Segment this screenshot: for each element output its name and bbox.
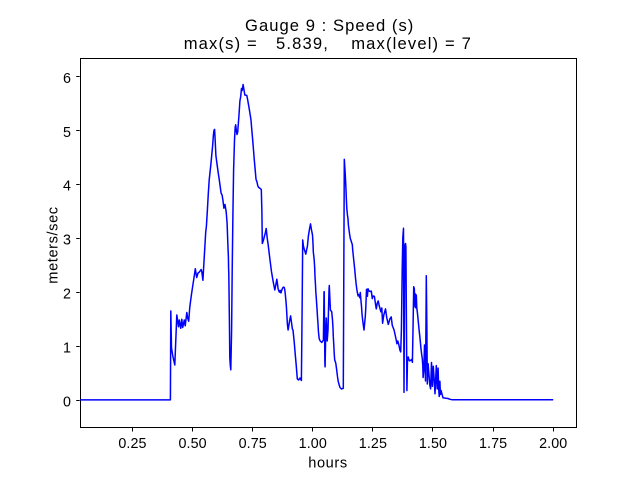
svg-text:1.75: 1.75 [479,436,507,452]
svg-text:meters/sec: meters/sec [45,206,61,283]
svg-text:0.75: 0.75 [239,436,267,452]
svg-text:2: 2 [63,287,71,303]
svg-text:0.25: 0.25 [118,436,146,452]
svg-text:5: 5 [63,125,71,141]
svg-text:0: 0 [63,394,71,410]
svg-text:hours: hours [308,455,348,471]
svg-text:2.00: 2.00 [539,436,567,452]
svg-text:4: 4 [63,179,71,195]
svg-text:1.00: 1.00 [299,436,327,452]
svg-text:6: 6 [63,71,71,87]
svg-text:max(level) = 7: max(level) = 7 [351,34,472,53]
svg-text:5.839,: 5.839, [276,34,329,53]
svg-text:0.50: 0.50 [178,436,206,452]
svg-text:3: 3 [63,233,71,249]
svg-text:max(s) =: max(s) = [184,34,258,53]
svg-text:1.50: 1.50 [419,436,447,452]
svg-text:1.25: 1.25 [359,436,387,452]
svg-text:1: 1 [63,340,71,356]
svg-text:Gauge 9 : Speed (s): Gauge 9 : Speed (s) [245,16,414,35]
